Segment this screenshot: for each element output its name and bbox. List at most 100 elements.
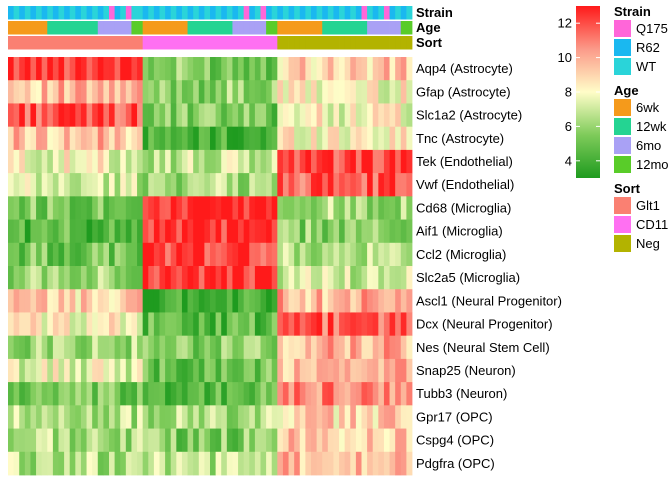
heatmap-cell	[266, 242, 273, 267]
heatmap-cell	[243, 382, 250, 406]
heatmap-cell	[339, 149, 346, 174]
heatmap-cell	[97, 382, 104, 406]
heatmap-cell	[36, 451, 43, 476]
annotation-cell-age	[153, 21, 160, 35]
heatmap-cell	[294, 149, 301, 174]
heatmap-cell	[389, 80, 396, 104]
legend-item-label: 6wk	[636, 100, 660, 115]
heatmap-cell	[305, 196, 312, 220]
heatmap-cell	[305, 103, 312, 128]
heatmap-cell	[344, 103, 351, 128]
row-label: Gpr17 (OPC)	[416, 409, 493, 424]
heatmap-cell	[266, 358, 273, 383]
annotation-cell-sort	[120, 36, 127, 50]
heatmap-cell	[47, 312, 54, 337]
heatmap-cell	[311, 405, 318, 429]
heatmap-cell	[187, 335, 194, 360]
heatmap-cell	[389, 312, 396, 337]
heatmap-cell	[153, 196, 160, 220]
heatmap-cell	[350, 126, 357, 151]
heatmap-cell	[288, 242, 295, 267]
annotation-cell-sort	[170, 36, 177, 50]
heatmap-cell	[215, 242, 222, 267]
heatmap-cell	[232, 266, 239, 290]
heatmap-cell	[187, 126, 194, 151]
heatmap-cell	[69, 126, 76, 151]
heatmap-cell	[395, 149, 402, 174]
heatmap-cell	[176, 149, 183, 174]
heatmap-cell	[120, 149, 127, 174]
heatmap-cell	[249, 242, 256, 267]
heatmap-cell	[64, 80, 71, 104]
heatmap-cell	[271, 219, 278, 244]
heatmap-cell	[327, 196, 334, 220]
heatmap-cell	[109, 57, 116, 81]
annotation-cell-sort	[159, 36, 166, 50]
heatmap-cell	[282, 335, 289, 360]
heatmap-cell	[109, 219, 116, 244]
heatmap-cell	[389, 57, 396, 81]
heatmap-cell	[344, 126, 351, 151]
heatmap-cell	[311, 312, 318, 337]
heatmap-cell	[327, 451, 334, 476]
annotation-cell-strain	[406, 6, 413, 20]
heatmap-cell	[372, 266, 379, 290]
heatmap-cell	[8, 405, 15, 429]
heatmap-cell	[282, 126, 289, 151]
heatmap-cell	[294, 126, 301, 151]
heatmap-cell	[142, 219, 149, 244]
heatmap-cell	[333, 103, 340, 128]
heatmap-cell	[69, 428, 76, 453]
heatmap-cell	[299, 173, 306, 197]
heatmap-cell	[221, 289, 228, 313]
heatmap-cell	[215, 219, 222, 244]
heatmap-cell	[198, 405, 205, 429]
heatmap-cell	[339, 405, 346, 429]
heatmap-cell	[58, 335, 65, 360]
heatmap-cell	[92, 103, 99, 128]
heatmap-cell	[288, 57, 295, 81]
heatmap-cell	[125, 428, 132, 453]
heatmap-cell	[221, 266, 228, 290]
heatmap-cell	[114, 382, 121, 406]
heatmap-cell	[232, 80, 239, 104]
heatmap-cell	[221, 405, 228, 429]
annotation-cell-sort	[114, 36, 121, 50]
annotation-cell-sort	[187, 36, 194, 50]
heatmap-cell	[355, 451, 362, 476]
heatmap-cell	[355, 382, 362, 406]
heatmap-cell	[75, 312, 82, 337]
heatmap-cell	[114, 173, 121, 197]
heatmap-cell	[148, 103, 155, 128]
annotation-cell-strain	[322, 6, 329, 20]
heatmap-cell	[64, 149, 71, 174]
heatmap-cell	[378, 173, 385, 197]
heatmap-cell	[137, 405, 144, 429]
heatmap-cell	[327, 80, 334, 104]
heatmap-cell	[221, 103, 228, 128]
heatmap-cell	[260, 173, 267, 197]
heatmap-cell	[339, 266, 346, 290]
heatmap-cell	[400, 451, 407, 476]
heatmap-cell	[395, 405, 402, 429]
heatmap-cell	[165, 335, 172, 360]
heatmap-cell	[92, 312, 99, 337]
row-label: Cd68 (Microglia)	[416, 200, 511, 215]
heatmap-cell	[120, 196, 127, 220]
heatmap-cell	[383, 196, 390, 220]
heatmap-cell	[406, 405, 413, 429]
heatmap-cell	[120, 126, 127, 151]
heatmap-cell	[114, 405, 121, 429]
heatmap-cell	[131, 103, 138, 128]
heatmap-cell	[109, 80, 116, 104]
heatmap-cell	[131, 382, 138, 406]
heatmap-cell	[30, 219, 37, 244]
heatmap-cell	[305, 57, 312, 81]
heatmap-cell	[47, 451, 54, 476]
annotation-cell-sort	[260, 36, 267, 50]
heatmap-cell	[92, 266, 99, 290]
heatmap-cell	[52, 335, 59, 360]
heatmap-cell	[125, 103, 132, 128]
